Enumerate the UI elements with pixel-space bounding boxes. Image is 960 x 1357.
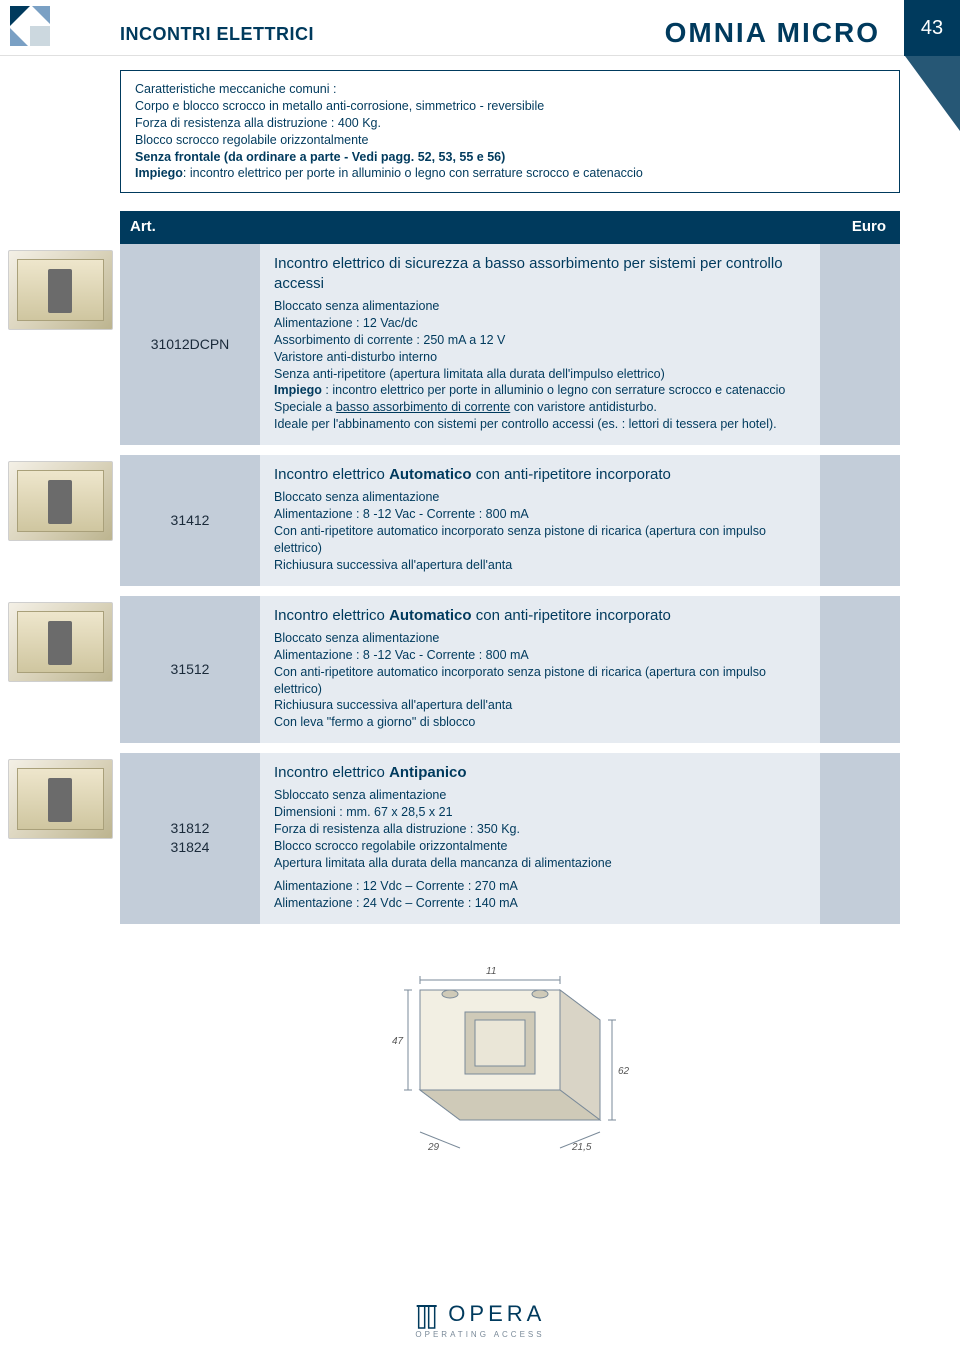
product-impiego: Impiego : incontro elettrico per porte i… <box>274 382 806 399</box>
impiego-label: Impiego <box>135 166 183 180</box>
product-body-line: Con anti-ripetitore automatico incorpora… <box>274 664 806 698</box>
product-body-line: Alimentazione : 8 -12 Vac - Corrente : 8… <box>274 647 806 664</box>
product-image-col <box>0 455 120 586</box>
product-body-line: Apertura limitata alla durata della manc… <box>274 855 806 872</box>
dim-right: 62 <box>618 1066 630 1077</box>
product-body-line: Alimentazione : 8 -12 Vac - Corrente : 8… <box>274 506 806 523</box>
product-euro-col <box>820 244 900 446</box>
product-row: 3181231824 Incontro elettrico Antipanico S… <box>0 753 900 923</box>
product-body: Bloccato senza alimentazioneAlimentazion… <box>274 298 806 433</box>
product-variant-line: Alimentazione : 24 Vdc – Corrente : 140 … <box>274 895 806 912</box>
product-thumb <box>8 759 113 839</box>
product-desc-col: Incontro elettrico Automatico con anti-r… <box>260 455 820 586</box>
intro-line-bold: Senza frontale (da ordinare a parte - Ve… <box>135 149 885 166</box>
product-desc-col: Incontro elettrico Automatico con anti-r… <box>260 596 820 744</box>
product-art-col: 31012DCPN <box>120 244 260 446</box>
intro-impiego: Impiego: incontro elettrico per porte in… <box>135 165 885 182</box>
product-image-col <box>0 753 120 923</box>
product-art-code: 31412 <box>171 511 210 530</box>
product-body: Bloccato senza alimentazioneAlimentazion… <box>274 630 806 731</box>
product-body-line: Bloccato senza alimentazione <box>274 489 806 506</box>
dim-top: 11 <box>486 966 496 977</box>
page-number: 43 <box>904 0 960 56</box>
product-title: Incontro elettrico Antipanico <box>274 763 806 783</box>
product-body-line: Sbloccato senza alimentazione <box>274 787 806 804</box>
product-desc-col: Incontro elettrico di sicurezza a basso … <box>260 244 820 446</box>
product-art-code: 31512 <box>171 660 210 679</box>
product-image-col <box>0 244 120 446</box>
logo-corner-icon <box>10 6 50 46</box>
dim-br: 21,5 <box>571 1142 592 1153</box>
product-euro-col <box>820 753 900 923</box>
product-thumb <box>8 250 113 330</box>
header-art: Art. <box>120 211 260 243</box>
footer-logo-icon <box>415 1304 445 1330</box>
product-thumb <box>8 602 113 682</box>
product-art-code: 31012DCPN <box>151 335 230 354</box>
technical-drawing: 11 47 29 21,5 62 <box>120 950 900 1160</box>
product-body-line: Assorbimento di corrente : 250 mA a 12 V <box>274 332 806 349</box>
header-euro: Euro <box>820 211 900 243</box>
product-art-code: 31824 <box>171 838 210 857</box>
product-row: 31512 Incontro elettrico Automatico con a… <box>0 596 900 744</box>
product-body-line: Senza anti-ripetitore (apertura limitata… <box>274 366 806 383</box>
product-body-line: Dimensioni : mm. 67 x 28,5 x 21 <box>274 804 806 821</box>
product-body-line: Bloccato senza alimentazione <box>274 630 806 647</box>
product-euro-col <box>820 455 900 586</box>
footer-logo: OPERA OPERATING ACCESS <box>415 1299 546 1341</box>
table-header-row: Art. Euro <box>120 211 900 243</box>
product-variant-line: Alimentazione : 12 Vdc – Corrente : 270 … <box>274 878 806 895</box>
corner-decoration-icon <box>905 56 960 131</box>
product-art-code: 31812 <box>171 819 210 838</box>
product-body-line: Bloccato senza alimentazione <box>274 298 806 315</box>
product-body-line: Alimentazione : 12 Vac/dc <box>274 315 806 332</box>
product-body-line: Con anti-ripetitore automatico incorpora… <box>274 523 806 557</box>
intro-line: Forza di resistenza alla distruzione : 4… <box>135 115 885 132</box>
product-body: Bloccato senza alimentazioneAlimentazion… <box>274 489 806 573</box>
dim-left: 47 <box>392 1036 404 1047</box>
product-extra-line: Ideale per l'abbinamento con sistemi per… <box>274 416 806 433</box>
product-thumb <box>8 461 113 541</box>
intro-box: Caratteristiche meccaniche comuni : Corp… <box>120 70 900 193</box>
product-title: Incontro elettrico di sicurezza a basso … <box>274 254 806 295</box>
section-title: INCONTRI ELETTRICI <box>120 22 314 46</box>
product-title: Incontro elettrico Automatico con anti-r… <box>274 606 806 626</box>
product-body-line: Richiusura successiva all'apertura dell'… <box>274 557 806 574</box>
product-body-line: Blocco scrocco regolabile orizzontalment… <box>274 838 806 855</box>
product-body-line: Forza di resistenza alla distruzione : 3… <box>274 821 806 838</box>
product-row: 31012DCPN Incontro elettrico di sicurezza… <box>0 244 900 446</box>
product-extra-line: Speciale a basso assorbimento di corrent… <box>274 399 806 416</box>
brand-title: OMNIA MICRO <box>665 14 880 52</box>
product-art-col: 31512 <box>120 596 260 744</box>
product-row: 31412 Incontro elettrico Automatico con a… <box>0 455 900 586</box>
product-art-col: 3181231824 <box>120 753 260 923</box>
intro-line: Caratteristiche meccaniche comuni : <box>135 81 885 98</box>
impiego-text: : incontro elettrico per porte in allumi… <box>183 166 643 180</box>
product-body-line: Richiusura successiva all'apertura dell'… <box>274 697 806 714</box>
intro-line: Corpo e blocco scrocco in metallo anti-c… <box>135 98 885 115</box>
product-euro-col <box>820 596 900 744</box>
product-body: Sbloccato senza alimentazioneDimensioni … <box>274 787 806 911</box>
product-body-line: Con leva "fermo a giorno" di sblocco <box>274 714 806 731</box>
product-image-col <box>0 596 120 744</box>
product-desc-col: Incontro elettrico Antipanico Sbloccato s… <box>260 753 820 923</box>
product-art-col: 31412 <box>120 455 260 586</box>
product-body-line: Varistore anti-disturbo interno <box>274 349 806 366</box>
footer-tagline: OPERATING ACCESS <box>415 1330 546 1341</box>
product-title: Incontro elettrico Automatico con anti-r… <box>274 465 806 485</box>
header-desc <box>260 211 820 243</box>
footer-brand: OPERA <box>448 1301 545 1326</box>
top-bar: INCONTRI ELETTRICI OMNIA MICRO 43 <box>0 0 960 56</box>
dim-bl: 29 <box>427 1142 440 1153</box>
intro-line: Blocco scrocco regolabile orizzontalment… <box>135 132 885 149</box>
